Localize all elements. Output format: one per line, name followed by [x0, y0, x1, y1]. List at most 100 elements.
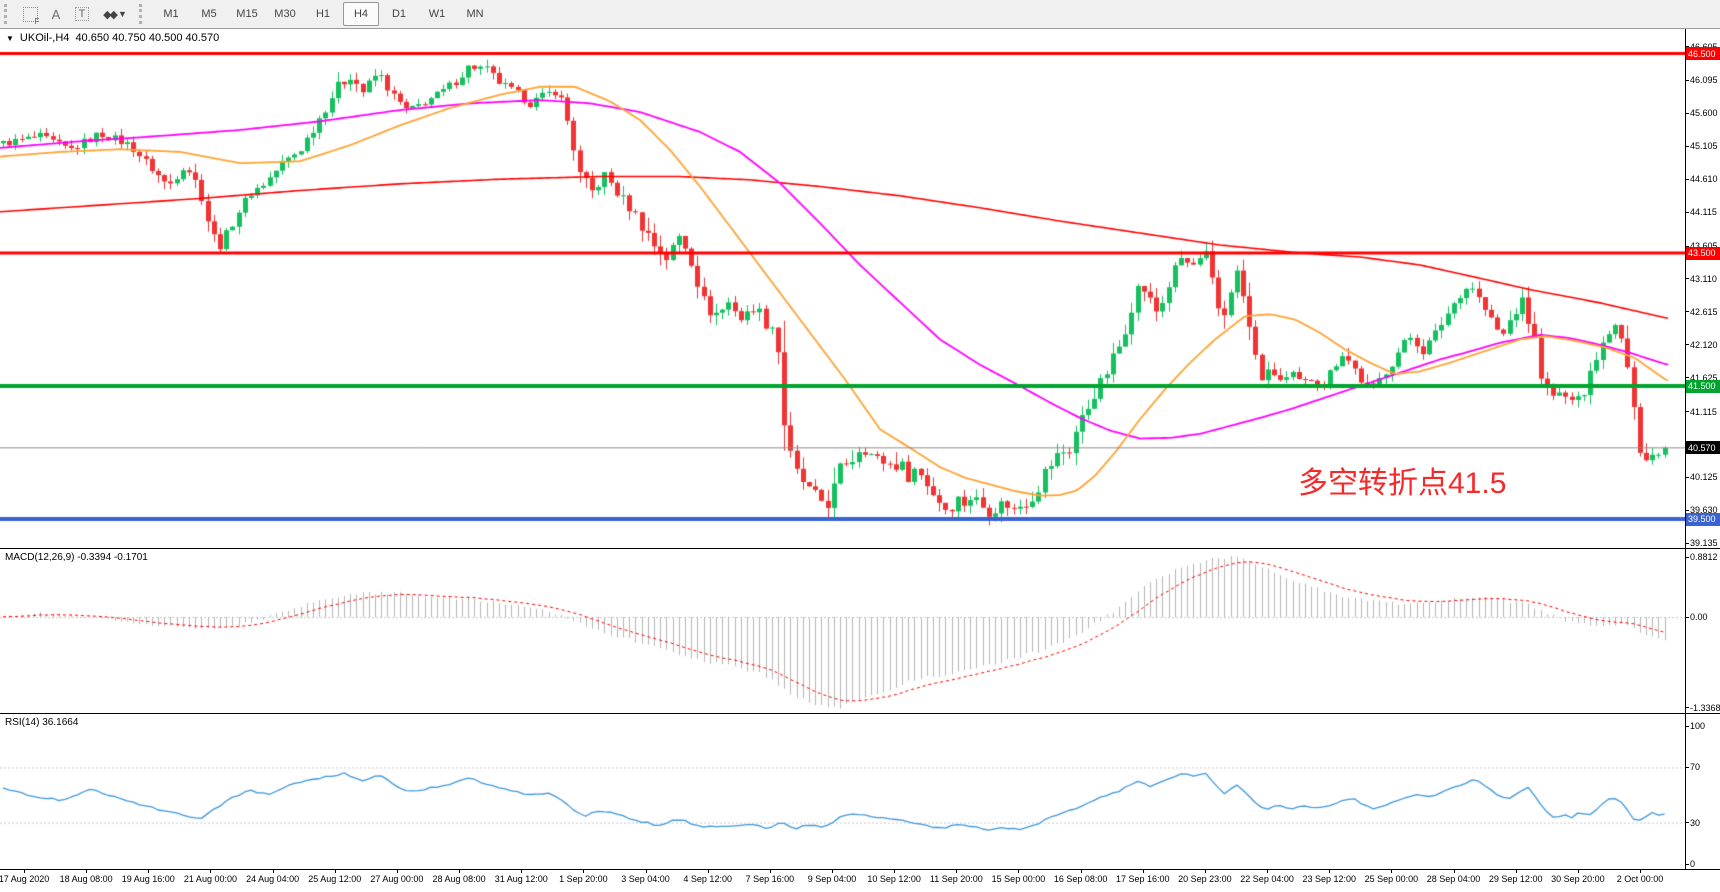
rsi-tick-label: 0 [1690, 859, 1696, 869]
time-tick-mark [832, 870, 833, 873]
time-tick-mark [1018, 870, 1020, 873]
time-axis-label: 11 Sep 20:00 [929, 874, 983, 884]
time-tick-mark [707, 870, 709, 873]
panel-separator[interactable] [0, 713, 1720, 714]
price-tick-label: 42.120 [1690, 339, 1718, 350]
timeframe-button-m1[interactable]: M1 [163, 8, 179, 20]
time-tick-mark [1640, 870, 1641, 873]
ohlc-values: 40.650 40.750 40.500 40.570 [75, 32, 220, 44]
toolbar: F A T ◆◆ ▼ M1 M5 M15 M30 H1 H4 D1 W1 MN [0, 0, 1720, 29]
time-tick-mark [583, 870, 585, 873]
time-axis-label: 2 Oct 00:00 [1616, 874, 1664, 884]
time-tick-mark [521, 870, 523, 873]
collapse-quote-icon[interactable]: ▼ [6, 33, 14, 43]
time-axis-label: 17 Aug 2020 [0, 874, 50, 884]
price-tick-label: 45.600 [1690, 108, 1718, 119]
price-tick-mark [1685, 178, 1689, 180]
price-axis-line [1685, 29, 1686, 870]
time-tick-mark [1204, 870, 1206, 873]
rsi-indicator-label: RSI(14) 36.1664 [5, 717, 79, 728]
macd-tick-mark [1685, 707, 1689, 709]
price-tick-mark [1685, 476, 1689, 478]
time-axis-label: 31 Aug 12:00 [494, 874, 548, 884]
rsi-tick-label: 30 [1690, 817, 1701, 828]
price-line-badge: 39.500 [1686, 512, 1720, 526]
price-tick-label: 39.630 [1690, 505, 1718, 516]
price-tick-label: 44.115 [1690, 207, 1717, 218]
time-axis-label: 22 Sep 04:00 [1240, 874, 1294, 884]
rsi-tick-mark [1685, 725, 1689, 727]
macd-tick-mark [1685, 556, 1689, 558]
price-tick-mark [1685, 79, 1689, 81]
time-axis-label: 27 Aug 00:00 [370, 874, 424, 884]
price-tick-mark [1685, 377, 1689, 379]
rsi-panel-canvas[interactable] [0, 714, 1685, 869]
time-tick-mark [1515, 870, 1517, 873]
time-tick-mark [459, 870, 461, 873]
toolbar-drag-handle[interactable] [139, 4, 146, 24]
price-tick-label: 44.610 [1690, 174, 1718, 185]
snap-grid-icon[interactable]: F [17, 2, 43, 26]
price-tick-mark [1685, 542, 1689, 544]
rsi-tick-label: 100 [1690, 721, 1706, 731]
rsi-tick-mark [1685, 822, 1689, 824]
timeframe-button-m5[interactable]: M5 [201, 8, 217, 20]
timeframe-button-mn[interactable]: MN [466, 8, 484, 20]
timeframe-button-w1[interactable]: W1 [428, 8, 446, 20]
timeframe-button-m30[interactable]: M30 [274, 8, 296, 20]
macd-tick-label: -1.3368 [1690, 702, 1720, 713]
panel-separator[interactable] [0, 548, 1720, 549]
time-axis-label: 28 Sep 04:00 [1426, 874, 1481, 884]
time-tick-mark [645, 870, 647, 873]
price-tick-mark [1685, 509, 1689, 511]
time-axis-label: 19 Aug 16:00 [121, 874, 175, 884]
time-tick-mark [1391, 870, 1393, 873]
price-tick-label: 42.615 [1690, 306, 1718, 317]
time-tick-mark [1453, 870, 1455, 873]
toolbar-drag-handle[interactable] [4, 4, 11, 24]
rsi-tick-label: 70 [1690, 762, 1701, 773]
time-tick-mark [1577, 870, 1579, 873]
time-tick-mark [396, 870, 398, 873]
price-tick-label: 39.135 [1690, 538, 1718, 549]
arrow-style-icon[interactable]: ◆◆ ▼ [103, 8, 127, 21]
price-tick-label: 43.605 [1690, 241, 1718, 251]
time-axis-label: 9 Sep 04:00 [807, 874, 857, 884]
time-tick-mark [1080, 870, 1082, 873]
time-tick-mark [334, 870, 336, 873]
price-tick-mark [1685, 46, 1689, 48]
price-tick-label: 40.125 [1690, 472, 1718, 483]
price-chart-canvas[interactable] [0, 29, 1685, 548]
time-axis-label: 30 Sep 20:00 [1551, 874, 1605, 884]
time-axis-label: 10 Sep 12:00 [867, 874, 921, 884]
text-box-icon[interactable]: T [69, 2, 95, 26]
chart-header: ▼ UKOil-,H4 40.650 40.750 40.500 40.570 [6, 32, 219, 44]
price-tick-mark [1685, 211, 1689, 213]
timeframe-button-m15[interactable]: M15 [236, 8, 258, 20]
time-axis-label: 16 Sep 08:00 [1053, 874, 1108, 884]
time-axis-label: 4 Sep 12:00 [683, 874, 732, 884]
price-tick-label: 43.110 [1690, 273, 1717, 284]
time-axis-label: 23 Sep 12:00 [1302, 874, 1356, 884]
price-line-badge: 40.570 [1686, 441, 1720, 455]
macd-panel-canvas[interactable] [0, 549, 1685, 713]
price-tick-mark [1685, 311, 1689, 313]
timeframe-button-d1[interactable]: D1 [391, 8, 407, 20]
time-tick-mark [1329, 870, 1331, 873]
price-line-badge: 41.500 [1686, 379, 1720, 393]
time-tick-mark [148, 870, 150, 873]
text-label-icon[interactable]: A [51, 6, 61, 22]
price-tick-label: 41.625 [1690, 372, 1718, 383]
time-tick-mark [86, 870, 88, 873]
chevron-down-icon[interactable]: ▼ [118, 9, 127, 19]
timeframe-button-h1[interactable]: H1 [315, 8, 331, 20]
time-axis-label: 25 Aug 12:00 [308, 874, 362, 884]
time-axis-label: 29 Sep 12:00 [1488, 874, 1543, 884]
price-tick-mark [1685, 145, 1689, 147]
time-axis-label: 18 Aug 08:00 [59, 874, 113, 884]
time-tick-mark [1267, 870, 1269, 873]
price-line-badge: 46.500 [1686, 47, 1720, 60]
timeframe-button-h4[interactable]: H4 [343, 2, 379, 26]
panel-separator [0, 869, 1720, 870]
